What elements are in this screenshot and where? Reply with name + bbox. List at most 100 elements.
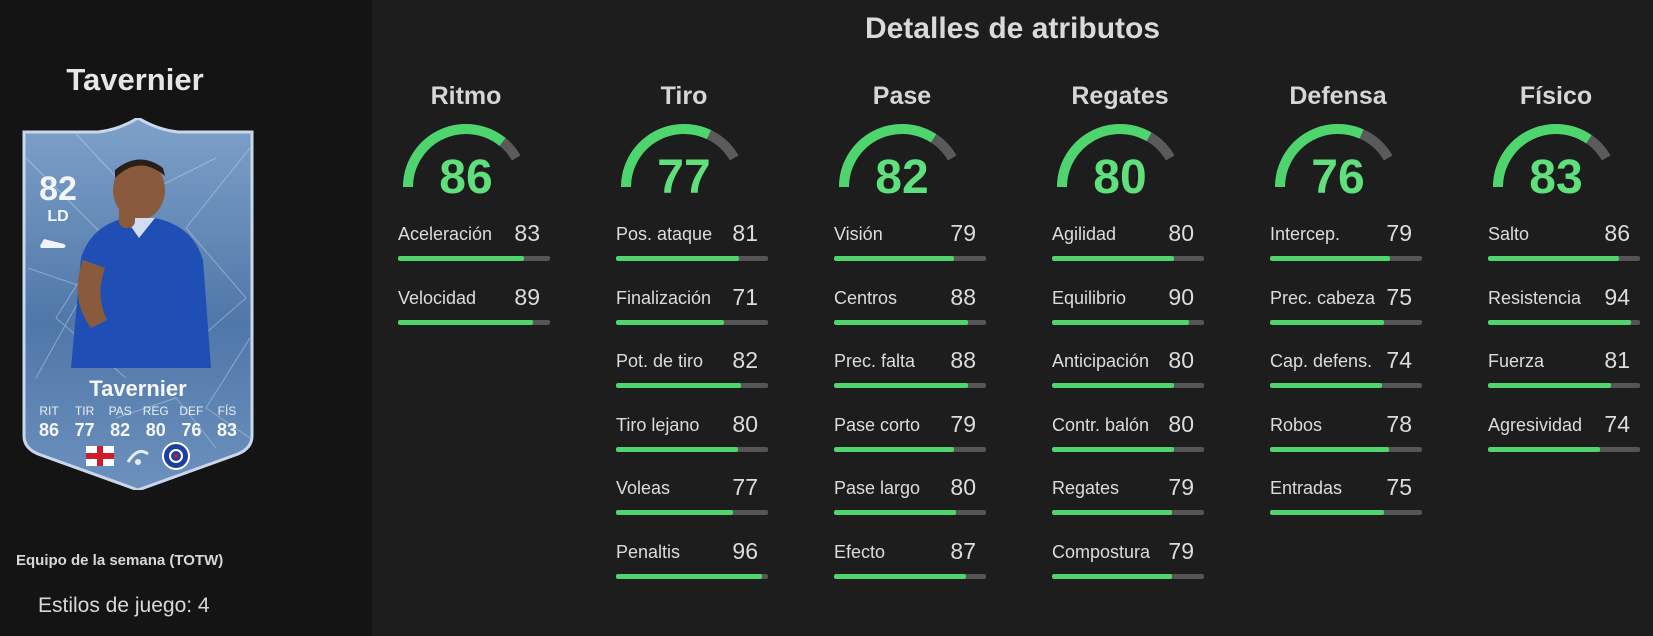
attribute-bar	[1488, 446, 1640, 452]
player-photo	[71, 159, 211, 368]
attribute-row[interactable]: Pot. de tiro 82	[616, 347, 768, 411]
attribute-name: Intercep.	[1270, 224, 1341, 244]
attribute-name: Centros	[834, 287, 898, 308]
attribute-bar	[398, 319, 550, 325]
attribute-bar-fill	[834, 319, 968, 325]
attribute-bar-fill	[834, 383, 968, 388]
attribute-name: Agresividad	[1488, 414, 1583, 435]
attribute-bar-fill	[1488, 383, 1612, 388]
attribute-name: Pot. de tiro	[616, 351, 704, 371]
category-gauge: 86	[390, 124, 542, 204]
attribute-name: Fuerza	[1488, 351, 1545, 371]
attribute-value: 75	[1386, 283, 1412, 310]
attribute-bar-fill	[616, 446, 738, 452]
card-type-label: Equipo de la semana (TOTW)	[16, 552, 224, 569]
category-gauge: 80	[1044, 124, 1196, 204]
attribute-value: 96	[732, 537, 758, 564]
attribute-row[interactable]: Fuerza 81	[1488, 347, 1640, 411]
attribute-bar-fill	[1270, 446, 1389, 452]
attribute-row[interactable]: Resistencia 94	[1488, 284, 1640, 348]
attribute-value: 75	[1386, 474, 1412, 500]
attribute-row[interactable]: Robos 78	[1270, 411, 1422, 475]
attribute-bar	[1052, 319, 1204, 325]
gauge-fill	[403, 124, 506, 188]
attribute-bar-fill	[398, 319, 534, 325]
attribute-bar	[1052, 256, 1204, 261]
attribute-bar	[1270, 383, 1422, 388]
attribute-bar	[1270, 446, 1422, 452]
attribute-bar	[834, 510, 986, 515]
attribute-row[interactable]: Pase corto 79	[834, 411, 986, 475]
category-title: Regates	[1071, 82, 1169, 110]
attribute-value: 80	[1168, 410, 1194, 437]
playstyles-count[interactable]: Estilos de juego: 4	[38, 594, 210, 617]
attribute-row[interactable]: Finalización 71	[616, 284, 768, 348]
attribute-row[interactable]: Intercep. 79	[1270, 220, 1422, 284]
attribute-row[interactable]: Tiro lejano 80	[616, 411, 768, 475]
gauge-arc	[621, 124, 739, 188]
attribute-row[interactable]: Visión 79	[834, 220, 986, 284]
attribute-bar	[1052, 446, 1204, 452]
attribute-row[interactable]: Cap. defens. 74	[1270, 347, 1422, 411]
attribute-value: 80	[950, 474, 976, 500]
attr-column-pase: Pase 82 Visión 79 Centros 88 Prec. falta 88 Pase…	[826, 82, 986, 579]
card-rating: 82	[39, 170, 77, 208]
attribute-name: Pase largo	[834, 478, 921, 498]
page-title: Detalles de atributos	[864, 12, 1161, 45]
attribute-bar-fill	[1488, 319, 1631, 325]
attribute-row[interactable]: Prec. cabeza 75	[1270, 284, 1422, 348]
attribute-row[interactable]: Aceleración 83	[398, 220, 550, 284]
category-title: Físico	[1519, 82, 1593, 110]
attribute-bar	[1270, 510, 1422, 515]
category-value: 82	[875, 151, 929, 204]
attribute-bar-fill	[1270, 319, 1384, 325]
attribute-value: 88	[950, 347, 976, 373]
attribute-name: Aceleración	[398, 224, 493, 244]
attribute-row[interactable]: Equilibrio 90	[1052, 284, 1204, 348]
attribute-row[interactable]: Prec. falta 88	[834, 347, 986, 411]
attribute-bar	[398, 256, 550, 261]
attribute-value: 90	[1168, 283, 1194, 310]
attr-column-ritmo: Ritmo 86 Aceleración 83 Velocidad 89	[390, 82, 550, 325]
attribute-bar	[1052, 510, 1204, 515]
attribute-row[interactable]: Agresividad 74	[1488, 411, 1640, 475]
player-sidebar: Tavernier	[0, 0, 372, 636]
attribute-name: Visión	[834, 224, 883, 244]
club-crest-icon	[162, 442, 190, 470]
gauge-arc	[839, 124, 957, 188]
attribute-name: Prec. cabeza	[1270, 287, 1376, 308]
attr-column-defensa: Defensa 76 Intercep. 79 Prec. cabeza 75 Cap. d…	[1262, 82, 1422, 515]
attribute-bar-fill	[834, 573, 967, 579]
attribute-row[interactable]: Efecto 87	[834, 538, 986, 602]
attribute-row[interactable]: Pase largo 80	[834, 474, 986, 538]
attribute-row[interactable]: Regates 79	[1052, 474, 1204, 538]
attribute-row[interactable]: Centros 88	[834, 284, 986, 348]
attribute-name: Equilibrio	[1052, 287, 1127, 308]
attribute-bar	[834, 319, 986, 325]
attribute-row[interactable]: Agilidad 80	[1052, 220, 1204, 284]
attribute-value: 80	[732, 410, 758, 437]
attribute-bar	[834, 446, 986, 452]
card-stat-fis: FÍS 83	[216, 404, 237, 440]
card-stat-tir: TIR 77	[74, 404, 95, 440]
attribute-row[interactable]: Salto 86	[1488, 220, 1640, 284]
attribute-bar	[1488, 383, 1640, 388]
attribute-row[interactable]: Compostura 79	[1052, 538, 1204, 602]
attribute-name: Pos. ataque	[616, 224, 713, 244]
attribute-row[interactable]: Anticipación 80	[1052, 347, 1204, 411]
attribute-row[interactable]: Entradas 75	[1270, 474, 1422, 538]
attribute-name: Prec. falta	[834, 351, 916, 371]
attribute-row[interactable]: Pos. ataque 81	[616, 220, 768, 284]
attribute-row[interactable]: Contr. balón 80	[1052, 411, 1204, 475]
player-card[interactable]: 82 LD Tavernier RIT 86 TIR 77 PAS 82 REG 80 …	[16, 118, 260, 490]
attribute-bar	[616, 383, 768, 388]
attribute-name: Contr. balón	[1052, 414, 1150, 435]
player-name: Tavernier	[66, 62, 204, 97]
attribute-row[interactable]: Penaltis 96	[616, 538, 768, 602]
attribute-row[interactable]: Voleas 77	[616, 474, 768, 538]
card-position: LD	[47, 208, 69, 225]
attribute-value: 87	[950, 537, 976, 564]
category-value: 83	[1529, 151, 1583, 204]
attribute-row[interactable]: Velocidad 89	[398, 284, 550, 348]
gauge-arc	[1057, 124, 1175, 188]
